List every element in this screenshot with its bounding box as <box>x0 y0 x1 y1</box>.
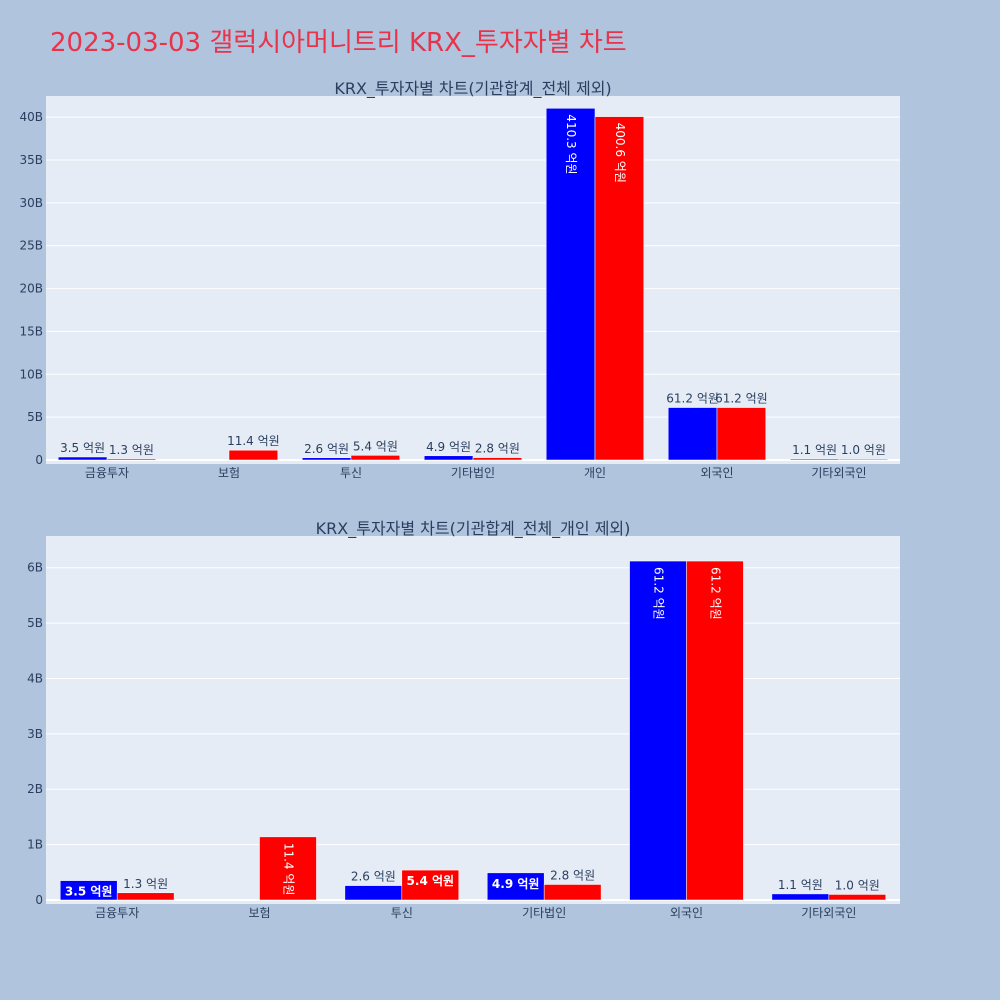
x-tick-label: 금융투자 <box>95 906 139 920</box>
bar <box>59 880 118 901</box>
data-label: 3.5 억원 <box>60 441 105 455</box>
data-label: 1.1 억원 <box>778 878 823 892</box>
data-label: 61.2 억원 <box>708 567 722 620</box>
data-label: 4.9 억원 <box>426 440 471 454</box>
y-tick-label: 20B <box>19 282 43 296</box>
data-label: 1.3 억원 <box>123 877 168 891</box>
y-tick-label: 3B <box>27 727 43 741</box>
x-tick-label: 외국인 <box>670 906 703 920</box>
bar <box>350 455 401 461</box>
y-tick-label: 6B <box>27 561 43 575</box>
bar <box>543 884 602 901</box>
bar <box>401 869 460 901</box>
plot-area <box>46 96 900 464</box>
bar <box>629 560 687 901</box>
data-label: 3.5 억원 <box>65 885 113 899</box>
data-label: 1.1 억원 <box>792 443 837 457</box>
bar <box>771 893 830 901</box>
y-tick-label: 0 <box>35 893 43 907</box>
bar <box>301 457 352 461</box>
x-tick-label: 투신 <box>391 906 413 920</box>
chart-1: KRX_투자자별 차트(기관합계_전체 제외) 0 5B 10B 15B 20B 25B 30… <box>19 79 900 480</box>
x-tick-label: 개인 <box>584 466 606 480</box>
x-tick-label: 투신 <box>340 466 362 480</box>
y-tick-label: 2B <box>27 782 43 796</box>
data-label: 5.4 억원 <box>353 439 398 453</box>
y-tick-label: 25B <box>19 239 43 253</box>
bar <box>828 894 887 901</box>
bar <box>686 560 744 901</box>
bar <box>486 872 545 901</box>
bar <box>259 836 317 901</box>
chart-2: KRX_투자자별 차트(기관합계_전체_개인 제외) 0 1B 2B 3B 4B 5B 6B 금… <box>27 519 900 920</box>
y-tick-label: 5B <box>27 616 43 630</box>
bar <box>228 449 279 461</box>
bar <box>716 407 767 461</box>
bar <box>545 108 596 461</box>
x-tick-label: 기타외국인 <box>801 906 856 920</box>
bar <box>594 116 645 461</box>
x-tick-label: 금융투자 <box>85 466 129 480</box>
data-label: 11.4 억원 <box>281 843 295 896</box>
data-label: 1.0 억원 <box>841 443 886 457</box>
data-label: 11.4 억원 <box>227 434 280 448</box>
data-label: 410.3 억원 <box>564 114 578 174</box>
data-label: 5.4 억원 <box>407 874 455 888</box>
y-tick-label: 4B <box>27 671 43 685</box>
x-tick-label: 기타법인 <box>522 906 566 920</box>
bar <box>57 456 108 461</box>
page-title: 2023-03-03 갤럭시아머니트리 KRX_투자자별 차트 <box>50 28 627 58</box>
bar <box>838 458 889 461</box>
data-label: 2.6 억원 <box>351 870 396 884</box>
data-label: 61.2 억원 <box>666 392 719 406</box>
plot-area <box>46 536 900 904</box>
data-label: 1.0 억원 <box>835 878 880 892</box>
data-label: 4.9 억원 <box>492 877 540 891</box>
data-label: 2.8 억원 <box>550 868 595 882</box>
data-label: 61.2 억원 <box>715 392 768 406</box>
bar <box>472 457 523 461</box>
data-label: 61.2 억원 <box>652 567 666 620</box>
y-tick-label: 5B <box>27 410 43 424</box>
bar <box>667 407 718 461</box>
bar <box>789 458 840 461</box>
data-label: 1.3 억원 <box>109 443 154 457</box>
bar <box>116 892 175 901</box>
y-tick-label: 15B <box>19 324 43 338</box>
y-tick-label: 10B <box>19 367 43 381</box>
x-tick-label: 보험 <box>248 906 270 920</box>
data-label: 2.6 억원 <box>304 442 349 456</box>
x-tick-label: 보험 <box>218 466 240 480</box>
y-tick-label: 0 <box>35 453 43 467</box>
data-label: 400.6 억원 <box>613 123 627 183</box>
chart-title: KRX_투자자별 차트(기관합계_전체 제외) <box>334 79 611 99</box>
x-tick-label: 기타법인 <box>451 466 495 480</box>
x-tick-label: 기타외국인 <box>811 466 866 480</box>
y-tick-label: 40B <box>19 110 43 124</box>
data-label: 2.8 억원 <box>475 442 520 456</box>
x-tick-label: 외국인 <box>700 466 733 480</box>
y-tick-label: 30B <box>19 196 43 210</box>
y-tick-label: 35B <box>19 153 43 167</box>
chart-title: KRX_투자자별 차트(기관합계_전체_개인 제외) <box>316 519 631 539</box>
y-tick-label: 1B <box>27 838 43 852</box>
bar <box>344 885 403 901</box>
bar <box>423 455 474 461</box>
bar <box>106 458 157 461</box>
